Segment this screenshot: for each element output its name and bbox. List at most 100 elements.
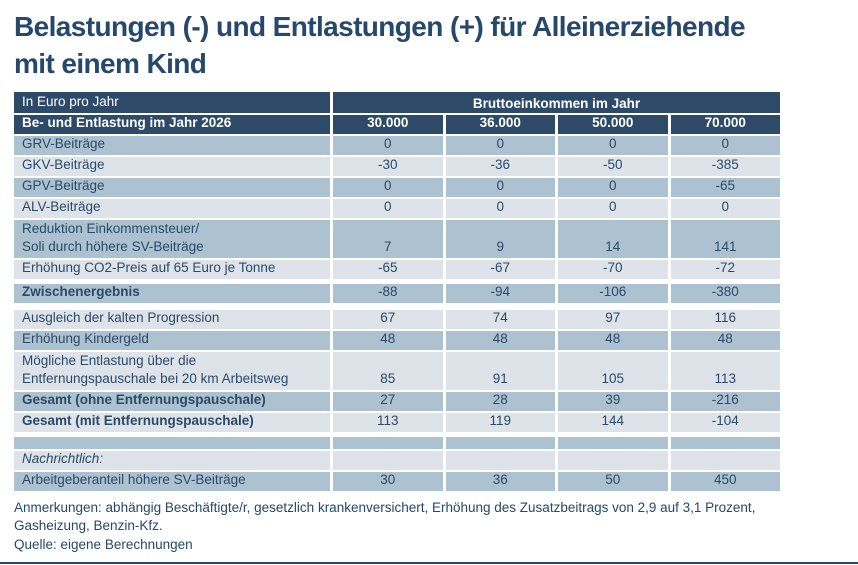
row-header-label: Be- und Entlastung im Jahr 2026 xyxy=(14,115,330,134)
value-cell: 113 xyxy=(670,352,780,390)
value-cell xyxy=(670,437,780,449)
value-cell: 105 xyxy=(558,352,668,390)
value-cell xyxy=(445,437,555,449)
row-label: Mögliche Entlastung über die Entfernungs… xyxy=(14,352,330,390)
unit-label-cell: In Euro pro Jahr xyxy=(14,92,330,113)
table-header-row-units: In Euro pro Jahr Bruttoeinkommen im Jahr xyxy=(14,92,780,113)
value-cell: 0 xyxy=(558,199,668,218)
table-row-co2: Erhöhung CO2-Preis auf 65 Euro je Tonne … xyxy=(14,260,780,279)
value-cell: 48 xyxy=(670,331,780,350)
table-row-nachrichtlich: Nachrichtlich: xyxy=(14,451,780,470)
value-cell xyxy=(670,451,780,470)
table-row-kalte-progression: Ausgleich der kalten Progression 67 74 9… xyxy=(14,310,780,329)
value-cell: 48 xyxy=(333,331,443,350)
column-header: 36.000 xyxy=(445,115,555,134)
value-cell: -67 xyxy=(445,260,555,279)
column-header: 30.000 xyxy=(333,115,443,134)
value-cell: -30 xyxy=(333,157,443,176)
page-title-line2: mit einem Kind xyxy=(14,48,207,79)
value-cell: 0 xyxy=(558,136,668,155)
value-cell: 91 xyxy=(445,352,555,390)
value-cell: 48 xyxy=(558,331,668,350)
value-cell: -72 xyxy=(670,260,780,279)
value-cell: 97 xyxy=(558,310,668,329)
row-label-line1: Mögliche Entlastung über die xyxy=(22,353,197,368)
value-cell: 50 xyxy=(558,472,668,491)
value-cell: -65 xyxy=(333,260,443,279)
table-row-gesamt-mit: Gesamt (mit Entfernungspauschale) 113 11… xyxy=(14,413,780,432)
column-header: 50.000 xyxy=(558,115,668,134)
row-label: Erhöhung Kindergeld xyxy=(14,331,330,350)
row-label: Gesamt (mit Entfernungspauschale) xyxy=(14,413,330,432)
table-row-kindergeld: Erhöhung Kindergeld 48 48 48 48 xyxy=(14,331,780,350)
value-cell: 0 xyxy=(445,178,555,197)
value-cell: -36 xyxy=(445,157,555,176)
value-cell: 48 xyxy=(445,331,555,350)
value-cell: 144 xyxy=(558,413,668,432)
value-cell: 39 xyxy=(558,392,668,411)
value-cell: -216 xyxy=(670,392,780,411)
value-cell: 0 xyxy=(333,199,443,218)
bottom-divider xyxy=(0,562,858,564)
row-label: Reduktion Einkommensteuer/ Soli durch hö… xyxy=(14,220,330,258)
value-cell: 0 xyxy=(670,136,780,155)
table-row-gpv: GPV-Beiträge 0 0 0 -65 xyxy=(14,178,780,197)
value-cell: -94 xyxy=(445,284,555,303)
value-cell: 0 xyxy=(445,136,555,155)
table-header-row-columns: Be- und Entlastung im Jahr 2026 30.000 3… xyxy=(14,115,780,134)
table-row-entfernungspauschale: Mögliche Entlastung über die Entfernungs… xyxy=(14,352,780,390)
table-row-spacer xyxy=(14,437,780,449)
table-row-arbeitgeberanteil: Arbeitgeberanteil höhere SV-Beiträge 30 … xyxy=(14,472,780,491)
value-cell xyxy=(333,437,443,449)
value-cell: 0 xyxy=(445,199,555,218)
value-cell: 36 xyxy=(445,472,555,491)
value-cell: 116 xyxy=(670,310,780,329)
value-cell: 450 xyxy=(670,472,780,491)
value-cell: 74 xyxy=(445,310,555,329)
group-header-cell: Bruttoeinkommen im Jahr xyxy=(333,92,780,113)
row-label-line2: Soli durch höhere SV-Beiträge xyxy=(22,239,204,254)
value-cell: -385 xyxy=(670,157,780,176)
column-header: 70.000 xyxy=(670,115,780,134)
value-cell: 28 xyxy=(445,392,555,411)
value-cell: 30 xyxy=(333,472,443,491)
row-label: Nachrichtlich: xyxy=(14,451,330,470)
value-cell: 0 xyxy=(333,136,443,155)
page-title: Belastungen (-) und Entlastungen (+) für… xyxy=(14,8,844,82)
value-cell: 14 xyxy=(558,220,668,258)
row-label: Erhöhung CO2-Preis auf 65 Euro je Tonne xyxy=(14,260,330,279)
value-cell: 0 xyxy=(558,178,668,197)
table-row-gkv: GKV-Beiträge -30 -36 -50 -385 xyxy=(14,157,780,176)
footnotes: Anmerkungen: abhängig Beschäftigte/r, ge… xyxy=(14,499,844,554)
value-cell: 27 xyxy=(333,392,443,411)
row-label: GRV-Beiträge xyxy=(14,136,330,155)
value-cell xyxy=(558,437,668,449)
source-text: Quelle: eigene Berechnungen xyxy=(14,537,193,552)
annotations-text: Anmerkungen: abhängig Beschäftigte/r, ge… xyxy=(14,500,756,533)
page-title-line1: Belastungen (-) und Entlastungen (+) für… xyxy=(14,11,746,42)
value-cell: -50 xyxy=(558,157,668,176)
row-label xyxy=(14,437,330,449)
row-label: Ausgleich der kalten Progression xyxy=(14,310,330,329)
value-cell: -70 xyxy=(558,260,668,279)
row-label: GKV-Beiträge xyxy=(14,157,330,176)
table-row-reduktion-est: Reduktion Einkommensteuer/ Soli durch hö… xyxy=(14,220,780,258)
value-cell: 7 xyxy=(333,220,443,258)
table-row-alv: ALV-Beiträge 0 0 0 0 xyxy=(14,199,780,218)
value-cell: -106 xyxy=(558,284,668,303)
value-cell: -65 xyxy=(670,178,780,197)
value-cell: 9 xyxy=(445,220,555,258)
table-row-zwischenergebnis: Zwischenergebnis -88 -94 -106 -380 xyxy=(14,284,780,303)
row-label-line2: Entfernungspauschale bei 20 km Arbeitswe… xyxy=(22,371,289,386)
value-cell: 141 xyxy=(670,220,780,258)
row-label: ALV-Beiträge xyxy=(14,199,330,218)
value-cell: 119 xyxy=(445,413,555,432)
value-cell: -88 xyxy=(333,284,443,303)
row-label: Arbeitgeberanteil höhere SV-Beiträge xyxy=(14,472,330,491)
row-label: GPV-Beiträge xyxy=(14,178,330,197)
value-cell: 113 xyxy=(333,413,443,432)
row-label: Gesamt (ohne Entfernungspauschale) xyxy=(14,392,330,411)
value-cell xyxy=(333,451,443,470)
table-row-gesamt-ohne: Gesamt (ohne Entfernungspauschale) 27 28… xyxy=(14,392,780,411)
